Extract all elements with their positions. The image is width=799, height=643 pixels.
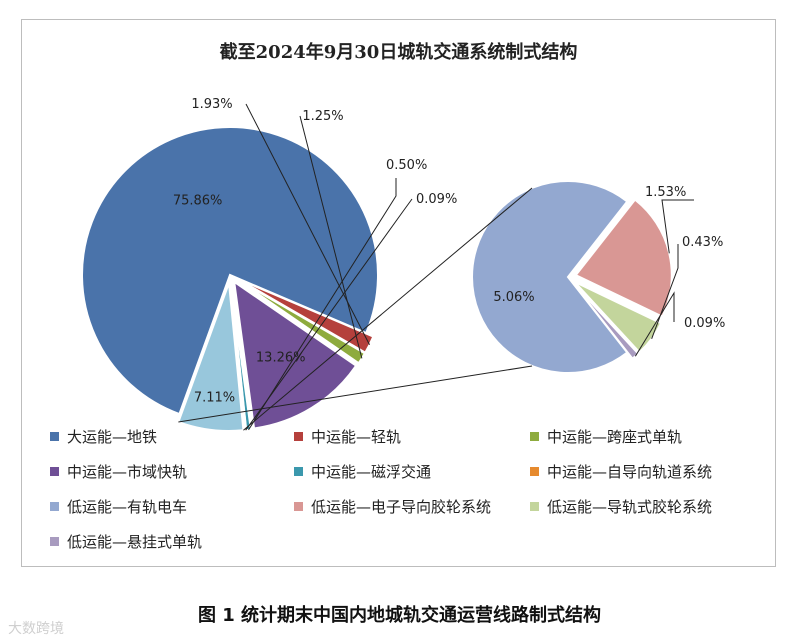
legend-item: 中运能—磁浮交通 (294, 461, 431, 482)
legend-item: 低运能—电子导向胶轮系统 (294, 496, 491, 517)
legend-item: 大运能—地铁 (50, 426, 157, 447)
figure-caption: 图 1 统计期末中国内地城轨交通运营线路制式结构 (197, 605, 602, 626)
main-label-1-leader (245, 103, 370, 346)
legend-label: 低运能—悬挂式单轨 (67, 533, 203, 551)
legend-item: 低运能—有轨电车 (50, 496, 187, 517)
main-label-4: 0.50% (386, 158, 427, 173)
legend-item: 中运能—轻轨 (294, 426, 401, 447)
legend-swatch (50, 502, 59, 511)
connector-bottom (178, 365, 533, 423)
detail-pie (471, 180, 673, 374)
legend-swatch (50, 467, 59, 476)
main-slice-0 (81, 126, 379, 416)
legend-label: 中运能—轻轨 (311, 428, 402, 446)
main-label-5-leader (245, 198, 413, 431)
legend-label: 低运能—有轨电车 (67, 498, 188, 516)
legend-label: 中运能—市域快轨 (67, 463, 188, 481)
legend-swatch (50, 432, 59, 441)
legend-swatch (50, 537, 59, 546)
legend-swatch (294, 432, 303, 441)
main-label-4-leader (248, 178, 397, 431)
legend-swatch (294, 467, 303, 476)
legend-swatch (530, 502, 539, 511)
watermark: 大数跨境 (8, 621, 64, 637)
detail-label-0: 5.06% (493, 290, 534, 305)
main-label-1: 1.93% (191, 97, 232, 112)
detail-label-3-leader (634, 291, 675, 357)
chart-title: 截至2024年9月30日城轨交通系统制式结构 (219, 42, 578, 63)
main-label-2-leader (299, 115, 363, 359)
detail-label-3: 0.09% (684, 316, 725, 331)
main-label-5: 0.09% (416, 192, 457, 207)
detail-label-1: 1.53% (645, 185, 686, 200)
legend-item: 低运能—悬挂式单轨 (50, 531, 202, 552)
main-label-0: 75.86% (173, 193, 223, 208)
detail-slice-1 (574, 198, 673, 318)
detail-label-2: 0.43% (682, 235, 723, 250)
main-label-2: 1.25% (302, 109, 343, 124)
detail-slice-0 (471, 180, 629, 374)
legend-item: 中运能—市域快轨 (50, 461, 187, 482)
data-labels: 75.86% 1.93% 1.25% 13.26% 0.50% 0.09% 7.11% 5.0… (173, 97, 725, 431)
legend-label: 低运能—导轨式胶轮系统 (547, 498, 713, 516)
legend-swatch (530, 432, 539, 441)
legend-swatch (294, 502, 303, 511)
main-label-6: 7.11% (194, 390, 235, 405)
legend-label: 中运能—磁浮交通 (311, 463, 432, 481)
connector-top (243, 187, 533, 431)
legend-label: 中运能—跨座式单轨 (547, 428, 683, 446)
legend-item: 中运能—跨座式单轨 (530, 426, 682, 447)
main-label-3: 13.26% (256, 350, 306, 365)
pie-connector-lines (178, 187, 533, 431)
legend-swatch (530, 467, 539, 476)
main-slice-2 (236, 278, 367, 365)
legend-label: 大运能—地铁 (67, 428, 158, 446)
detail-label-1-leader (661, 199, 694, 254)
main-pie (81, 126, 379, 432)
legend-item: 低运能—导轨式胶轮系统 (530, 496, 712, 517)
legend-label: 中运能—自导向轨道系统 (547, 463, 713, 481)
legend-label: 低运能—电子导向胶轮系统 (311, 498, 492, 516)
legend-item: 中运能—自导向轨道系统 (530, 461, 712, 482)
